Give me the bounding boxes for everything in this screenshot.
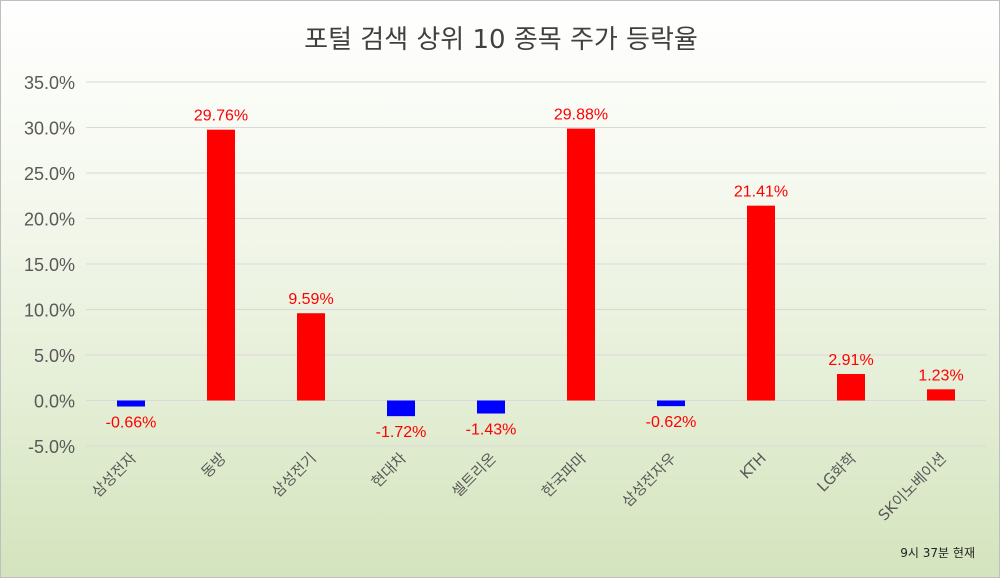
data-label: 29.88%: [554, 107, 608, 124]
x-tick-label: LG화학: [813, 449, 860, 496]
x-tick-label: 현대차: [368, 449, 410, 491]
bar: [117, 400, 145, 407]
y-tick-label: 25.0%: [24, 164, 75, 184]
bar: [567, 128, 595, 401]
chart-title: 포털 검색 상위 10 종목 주가 등락율: [304, 25, 698, 55]
data-label: 2.91%: [828, 352, 873, 369]
bar: [657, 400, 685, 407]
bar: [387, 400, 415, 417]
bar: [297, 313, 325, 401]
x-tick-label: KTH: [737, 449, 770, 482]
x-tick-label: 셀트리온: [448, 449, 500, 501]
y-tick-label: 5.0%: [34, 346, 75, 366]
data-label: -1.43%: [466, 422, 517, 439]
bar: [837, 374, 865, 401]
y-tick-label: 15.0%: [24, 255, 75, 275]
x-tick-label: 삼성전자우: [618, 449, 680, 511]
bar: [477, 400, 505, 414]
data-label: -0.66%: [106, 415, 157, 432]
x-tick-label: 동방: [198, 449, 230, 481]
data-label: 1.23%: [918, 367, 963, 384]
data-label: 21.41%: [734, 184, 788, 201]
bar: [747, 205, 775, 401]
y-tick-label: 0.0%: [34, 392, 75, 412]
y-tick-label: 10.0%: [24, 301, 75, 321]
data-label: 29.76%: [194, 108, 248, 125]
data-label: -1.72%: [376, 424, 427, 441]
x-tick-label: 삼성전자: [88, 449, 140, 501]
y-tick-label: 20.0%: [24, 210, 75, 230]
x-tick-label: 삼성전기: [268, 449, 320, 501]
data-label: -0.62%: [646, 414, 697, 431]
bar: [207, 129, 235, 401]
y-tick-label: -5.0%: [28, 437, 75, 457]
data-label: 9.59%: [288, 291, 333, 308]
timestamp-note: 9시 37분 현재: [900, 546, 975, 560]
x-tick-label: SK이노베이션: [875, 449, 950, 524]
y-tick-label: 30.0%: [24, 119, 75, 139]
bar: [927, 389, 955, 401]
y-tick-label: 35.0%: [24, 73, 75, 93]
x-tick-label: 한국파마: [538, 449, 590, 501]
